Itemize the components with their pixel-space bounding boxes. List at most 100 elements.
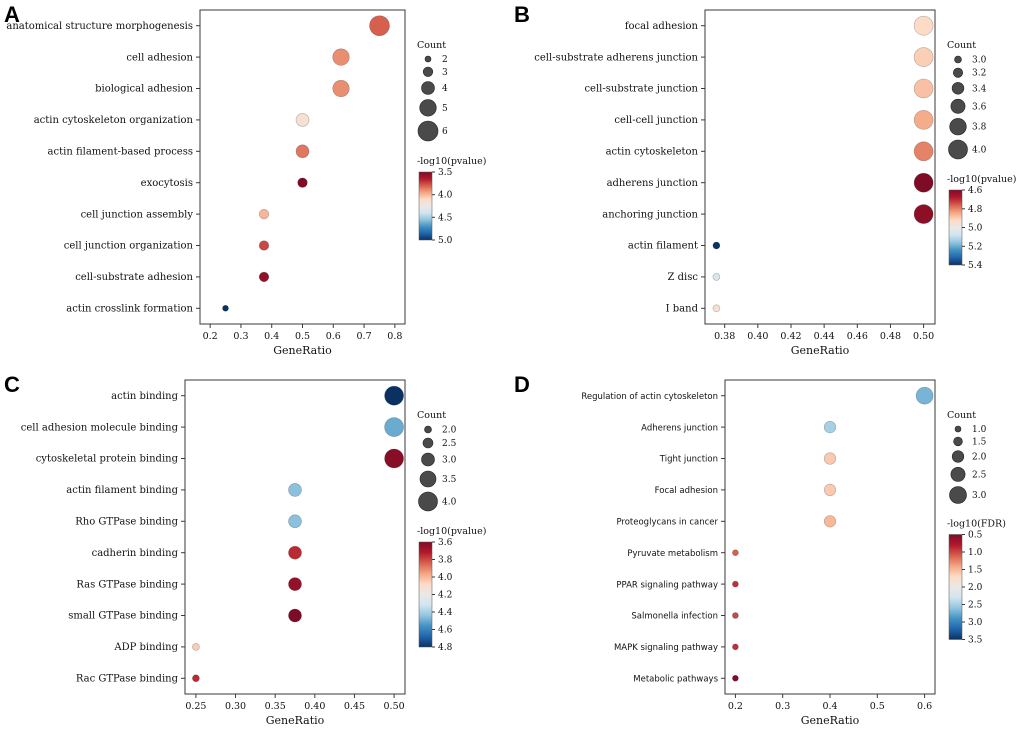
data-point <box>258 209 270 220</box>
color-legend-label: 5.0 <box>968 224 983 234</box>
category-label: cytoskeletal protein binding <box>36 454 179 465</box>
category-label: Proteoglycans in cancer <box>616 518 718 528</box>
x-tick-label: 0.50 <box>384 701 405 712</box>
panel-letter-C: C <box>4 372 20 397</box>
count-legend-title: Count <box>947 40 976 51</box>
color-legend-label: 4.0 <box>438 573 453 583</box>
category-label: Focal adhesion <box>655 486 718 496</box>
x-tick-label: 0.3 <box>233 331 248 342</box>
category-label: Rac GTPase binding <box>76 674 179 685</box>
x-tick-label: 0.8 <box>387 331 402 342</box>
color-legend-label: 4.8 <box>438 643 453 653</box>
x-axis-title: GeneRatio <box>273 344 332 357</box>
panel-D-chart: Regulation of actin cytoskeleton Adherens… <box>581 379 1006 727</box>
color-legend-label: 0.5 <box>968 531 983 541</box>
x-axis-title: GeneRatio <box>801 714 860 727</box>
panel-A: A anatomical structure morphogenesis cell… <box>0 0 510 370</box>
x-tick-label: 0.5 <box>295 331 310 342</box>
count-legend-label: 3.0 <box>972 491 987 501</box>
x-tick-label: 0.7 <box>357 331 372 342</box>
data-point <box>258 240 270 251</box>
color-legend-label: 4.0 <box>438 191 453 201</box>
category-label: Metabolic pathways <box>633 675 718 685</box>
category-label: Tight junction <box>659 455 718 465</box>
data-point <box>913 204 934 224</box>
x-tick-label: 0.30 <box>225 701 246 712</box>
category-label: MAPK signaling pathway <box>614 643 718 653</box>
color-legend-label: 5.2 <box>968 242 982 252</box>
color-legend-label: 2.5 <box>968 601 983 611</box>
x-tick-label: 0.5 <box>870 701 885 712</box>
x-tick-label: 0.4 <box>822 701 837 712</box>
data-point <box>288 483 302 497</box>
color-legend-title: -log10(FDR) <box>947 519 1006 530</box>
panel-letter-A: A <box>4 2 20 27</box>
category-label: cell adhesion <box>126 52 193 63</box>
x-tick-label: 0.35 <box>265 701 286 712</box>
color-legend-label: 5.0 <box>438 236 453 246</box>
data-point <box>288 577 302 591</box>
data-point <box>332 79 350 98</box>
color-legend-title: -log10(pvalue) <box>947 174 1016 185</box>
category-label: cell adhesion molecule binding <box>21 422 179 433</box>
color-legend-label: 3.8 <box>438 556 453 566</box>
data-point <box>192 643 200 651</box>
x-tick-label: 0.44 <box>814 331 835 342</box>
x-tick-label: 0.2 <box>203 331 218 342</box>
count-legend-label: 2.5 <box>442 439 457 449</box>
count-legend-dot <box>948 139 968 160</box>
color-legend-label: 4.5 <box>438 213 453 223</box>
data-point <box>295 144 310 159</box>
data-point <box>384 417 404 437</box>
color-legend-label: 3.5 <box>968 636 983 646</box>
category-label: anchoring junction <box>602 209 698 220</box>
category-label: Ras GTPase binding <box>76 579 178 590</box>
data-point <box>732 674 739 682</box>
color-legend-gradient <box>948 534 963 640</box>
data-point <box>823 452 837 465</box>
data-point <box>222 304 229 312</box>
panel-C-chart: actin binding cell adhesion molecule bind… <box>21 379 486 727</box>
panel-C: C actin binding cell adhesion molecule bi… <box>0 370 510 740</box>
category-label: cell junction assembly <box>81 209 194 220</box>
x-tick-label: 0.40 <box>304 701 325 712</box>
data-point <box>712 304 721 313</box>
count-legend-dot <box>424 55 432 63</box>
category-label: biological adhesion <box>95 84 193 95</box>
count-legend-label: 3.8 <box>972 123 987 133</box>
count-legend-dot <box>424 425 432 434</box>
panel-letter-D: D <box>514 372 530 397</box>
data-point <box>823 420 837 434</box>
category-label: Regulation of actin cytoskeleton <box>581 392 718 402</box>
color-legend-label: 1.0 <box>968 548 983 558</box>
category-label: actin binding <box>111 391 178 402</box>
x-tick-label: 0.4 <box>264 331 279 342</box>
panel-letter-B: B <box>514 2 530 27</box>
count-legend-label: 1.5 <box>972 437 987 447</box>
color-legend-gradient <box>418 171 433 241</box>
data-point <box>823 483 837 496</box>
count-legend-label: 5 <box>442 104 448 114</box>
count-legend-dot <box>422 437 434 449</box>
count-legend-dot <box>951 82 965 95</box>
data-point <box>732 549 739 556</box>
panel-A-chart: anatomical structure morphogenesis cell a… <box>6 9 486 357</box>
data-point <box>258 271 270 283</box>
color-legend-gradient <box>948 189 963 266</box>
data-point <box>732 580 739 588</box>
category-label: actin filament binding <box>66 485 178 496</box>
x-tick-label: 0.50 <box>913 331 934 342</box>
count-legend-dot <box>419 99 437 117</box>
category-label: actin crosslink formation <box>66 304 193 315</box>
count-legend-label: 1.0 <box>972 425 987 435</box>
color-legend-label: 4.6 <box>968 186 983 196</box>
data-point <box>913 110 934 130</box>
color-legend-label: 3.5 <box>438 168 453 178</box>
category-label: PPAR signaling pathway <box>616 580 718 590</box>
plot-area <box>199 9 406 325</box>
color-legend-title: -log10(pvalue) <box>417 156 486 167</box>
count-legend-dot <box>950 467 966 482</box>
data-point <box>384 385 404 406</box>
category-label: actin filament-based process <box>48 147 193 158</box>
category-label: actin filament <box>628 241 698 252</box>
